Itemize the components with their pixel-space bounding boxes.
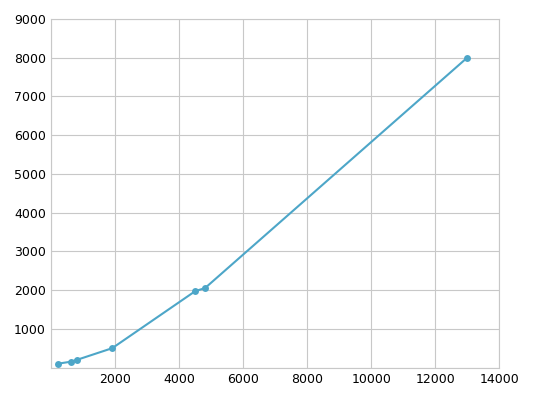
Point	[67, 358, 75, 365]
Point	[463, 54, 472, 61]
Point	[201, 285, 209, 291]
Point	[54, 360, 62, 367]
Point	[108, 345, 117, 351]
Point	[73, 357, 82, 363]
Point	[191, 288, 200, 294]
